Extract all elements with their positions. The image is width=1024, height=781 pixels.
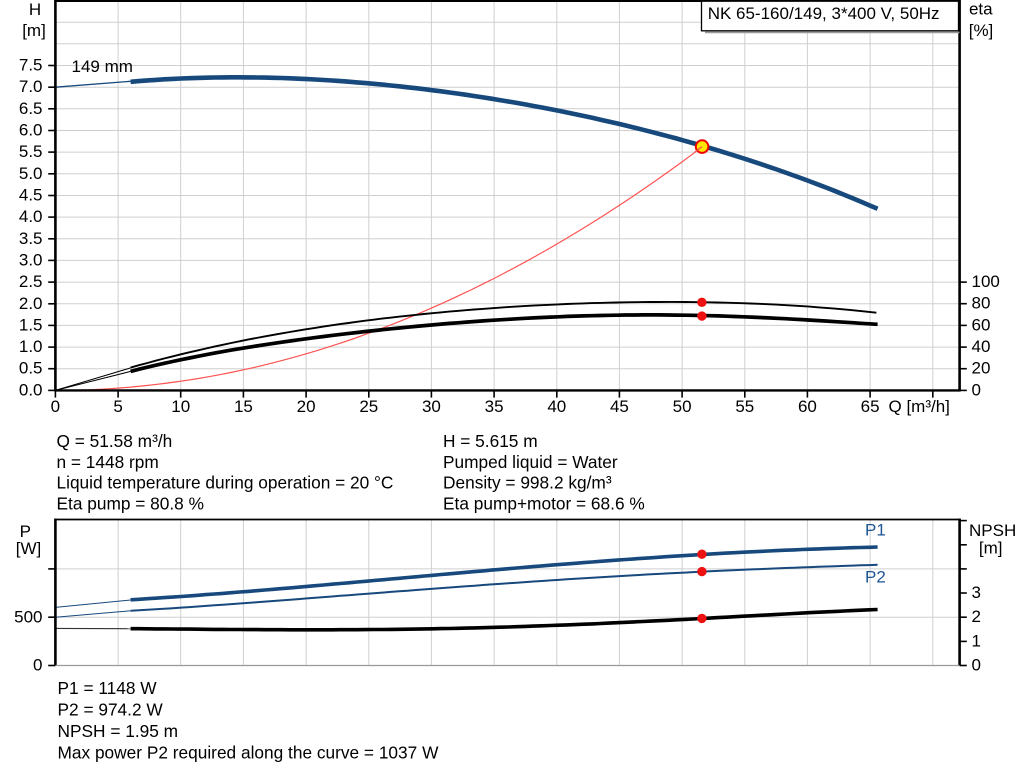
svg-text:NPSH = 1.95 m: NPSH = 1.95 m	[58, 721, 179, 741]
svg-text:Density = 998.2 kg/m³: Density = 998.2 kg/m³	[443, 473, 612, 493]
svg-text:eta: eta	[969, 0, 993, 19]
svg-text:Eta pump+motor = 68.6 %: Eta pump+motor = 68.6 %	[443, 494, 645, 514]
svg-text:NK 65-160/149, 3*400 V, 50Hz: NK 65-160/149, 3*400 V, 50Hz	[708, 4, 940, 23]
svg-text:Eta pump = 80.8 %: Eta pump = 80.8 %	[57, 494, 204, 514]
svg-text:[m]: [m]	[979, 539, 1003, 558]
svg-text:25: 25	[359, 397, 378, 416]
svg-text:40: 40	[547, 397, 566, 416]
svg-text:50: 50	[673, 397, 692, 416]
svg-text:0: 0	[51, 397, 60, 416]
svg-text:P2 = 974.2 W: P2 = 974.2 W	[58, 700, 164, 720]
svg-text:2.0: 2.0	[19, 294, 43, 313]
svg-text:60: 60	[972, 315, 991, 334]
svg-text:Liquid temperature during oper: Liquid temperature during operation = 20…	[57, 473, 394, 493]
svg-text:3.5: 3.5	[19, 229, 43, 248]
svg-text:NPSH: NPSH	[969, 521, 1016, 540]
svg-text:5.5: 5.5	[19, 142, 43, 161]
svg-text:P1: P1	[865, 521, 886, 540]
svg-text:40: 40	[972, 337, 991, 356]
svg-text:500: 500	[14, 607, 42, 626]
svg-text:55: 55	[735, 397, 754, 416]
svg-text:4.0: 4.0	[19, 207, 43, 226]
svg-text:1.0: 1.0	[19, 337, 43, 356]
svg-text:[m]: [m]	[22, 21, 46, 40]
svg-text:5.0: 5.0	[19, 164, 43, 183]
svg-text:45: 45	[610, 397, 629, 416]
svg-text:Q = 51.58 m³/h: Q = 51.58 m³/h	[57, 431, 173, 451]
svg-text:Pumped liquid = Water: Pumped liquid = Water	[443, 452, 618, 472]
svg-text:P: P	[20, 522, 31, 541]
svg-text:60: 60	[798, 397, 817, 416]
svg-text:35: 35	[485, 397, 504, 416]
svg-text:0: 0	[972, 656, 981, 675]
svg-text:30: 30	[422, 397, 441, 416]
svg-text:5: 5	[113, 397, 122, 416]
svg-text:[W]: [W]	[16, 539, 42, 558]
svg-text:Q [m³/h]: Q [m³/h]	[889, 397, 950, 416]
svg-text:15: 15	[234, 397, 253, 416]
svg-text:[%]: [%]	[969, 21, 994, 40]
svg-text:20: 20	[297, 397, 316, 416]
svg-text:10: 10	[171, 397, 190, 416]
svg-text:7.5: 7.5	[19, 56, 43, 75]
svg-text:3.0: 3.0	[19, 250, 43, 269]
svg-text:3: 3	[972, 583, 981, 602]
svg-text:4.5: 4.5	[19, 186, 43, 205]
svg-text:P2: P2	[865, 567, 886, 586]
svg-text:H: H	[29, 0, 41, 19]
svg-text:6.5: 6.5	[19, 99, 43, 118]
svg-text:P1 = 1148 W: P1 = 1148 W	[58, 678, 158, 698]
svg-text:H = 5.615 m: H = 5.615 m	[443, 431, 538, 451]
svg-text:1: 1	[972, 631, 981, 650]
svg-text:65: 65	[861, 397, 880, 416]
svg-text:0.5: 0.5	[19, 359, 43, 378]
svg-text:2.5: 2.5	[19, 272, 43, 291]
svg-text:n = 1448 rpm: n = 1448 rpm	[57, 452, 159, 472]
svg-text:100: 100	[972, 272, 1000, 291]
svg-text:80: 80	[972, 294, 991, 313]
svg-text:0: 0	[972, 380, 981, 399]
svg-text:Max power P2 required along th: Max power P2 required along the curve = …	[58, 742, 440, 762]
svg-text:6.0: 6.0	[19, 121, 43, 140]
svg-text:1.5: 1.5	[19, 315, 43, 334]
svg-text:7.0: 7.0	[19, 77, 43, 96]
svg-text:149 mm: 149 mm	[72, 57, 133, 76]
svg-text:2: 2	[972, 607, 981, 626]
svg-text:20: 20	[972, 359, 991, 378]
svg-text:0.0: 0.0	[19, 380, 43, 399]
svg-text:0: 0	[33, 655, 42, 674]
